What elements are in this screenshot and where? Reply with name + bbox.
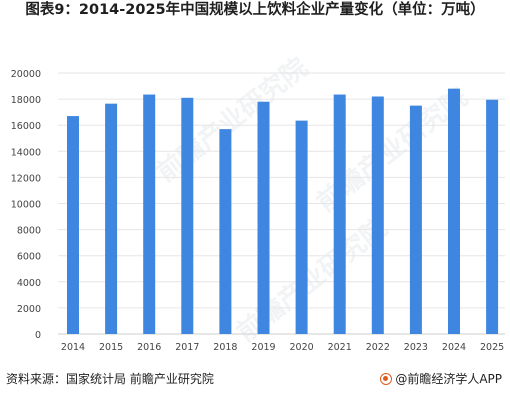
x-tick-label: 2025: [480, 342, 504, 353]
bar-2020: [295, 120, 308, 334]
y-tick-label: 12000: [11, 173, 41, 184]
y-tick-label: 0: [35, 330, 41, 341]
y-tick-label: 2000: [17, 304, 41, 315]
bar-2018: [219, 129, 232, 334]
bar-2014: [67, 116, 79, 334]
bar-2016: [143, 94, 156, 334]
x-tick-label: 2018: [213, 342, 237, 353]
bar-2019: [257, 101, 270, 335]
x-tick-label: 2020: [290, 342, 314, 353]
x-tick-label: 2021: [328, 342, 352, 353]
y-tick-label: 10000: [11, 200, 41, 211]
y-tick-label: 18000: [11, 95, 41, 106]
y-tick-label: 14000: [11, 147, 41, 158]
bar-2017: [181, 97, 194, 334]
x-tick-label: 2014: [61, 342, 85, 353]
x-tick-label: 2023: [404, 342, 428, 353]
bar-2023: [409, 105, 422, 334]
bar-2025: [486, 99, 499, 334]
bar-2022: [371, 96, 384, 335]
y-tick-label: 16000: [11, 121, 41, 132]
x-tick-label: 2015: [99, 342, 123, 353]
brand-credit: @前瞻经济学人APP: [380, 371, 502, 387]
y-tick-label: 20000: [11, 69, 41, 80]
y-tick-label: 8000: [17, 226, 41, 237]
source-note: 资料来源：国家统计局 前瞻产业研究院: [6, 372, 214, 386]
y-tick-label: 6000: [17, 252, 41, 263]
bar-2015: [105, 103, 118, 334]
qianzhan-logo-icon: [380, 373, 393, 385]
x-tick-label: 2024: [442, 342, 466, 353]
x-tick-label: 2022: [366, 342, 390, 353]
chart-title: 图表9：2014-2025年中国规模以上饮料企业产量变化（单位：万吨）: [25, 2, 485, 18]
brand-text: @前瞻经济学人APP: [395, 372, 502, 386]
x-tick-label: 2019: [251, 342, 275, 353]
x-tick-label: 2017: [175, 342, 199, 353]
bar-2021: [333, 94, 346, 334]
x-tick-label: 2016: [137, 342, 161, 353]
y-tick-label: 4000: [17, 278, 41, 289]
bar-2024: [448, 88, 460, 334]
